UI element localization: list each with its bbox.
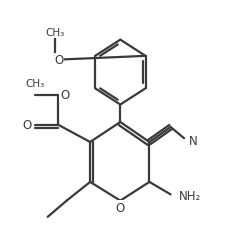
Text: O: O (23, 118, 32, 132)
Text: O: O (116, 201, 125, 214)
Text: CH₃: CH₃ (46, 28, 65, 38)
Text: O: O (60, 89, 69, 102)
Text: NH₂: NH₂ (179, 190, 201, 202)
Text: N: N (189, 135, 198, 148)
Text: CH₃: CH₃ (26, 79, 45, 89)
Text: O: O (54, 54, 63, 67)
